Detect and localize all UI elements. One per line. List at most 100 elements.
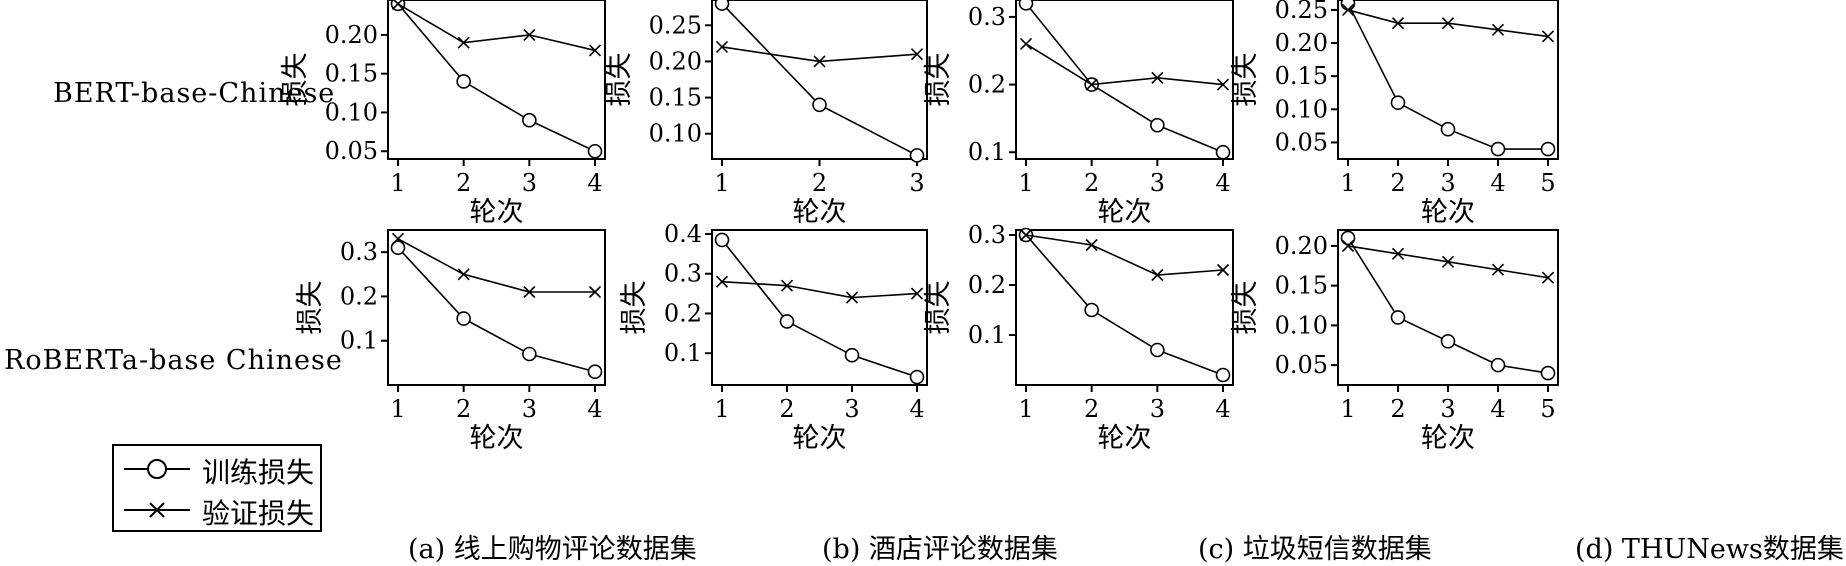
- y-axis-label: 损失: [619, 281, 650, 335]
- x-tick-label: 1: [714, 169, 729, 197]
- plot-frame: [1015, 0, 1234, 160]
- data-point-train: [779, 314, 795, 329]
- y-axis-label: 损失: [923, 53, 954, 107]
- data-point-val: [715, 275, 729, 288]
- data-point-val: [1541, 30, 1555, 43]
- series-line-train: [397, 247, 596, 373]
- data-point-val: [457, 268, 470, 281]
- x-tick-label: 1: [1018, 169, 1033, 197]
- y-axis-label: 损失: [923, 281, 954, 335]
- x-axis-label: 轮次: [470, 423, 524, 454]
- data-point-val: [1341, 3, 1355, 17]
- data-point-val: [910, 287, 924, 300]
- data-point-val: [780, 279, 794, 292]
- x-tick-label: 1: [1340, 395, 1355, 423]
- data-point-train: [1490, 357, 1506, 373]
- data-point-train: [714, 0, 730, 11]
- caption-d: (d) THUNews数据集: [1575, 534, 1844, 565]
- chart-panel-c-row1: 1 2 3 4 0.1 0.2 0.3 轮次 损失: [923, 0, 1234, 228]
- data-point-train: [456, 74, 471, 89]
- data-point-train: [1215, 367, 1231, 383]
- data-point-train: [1540, 365, 1556, 381]
- y-axis-label: 损失: [280, 53, 311, 107]
- x-tick-label: 2: [1390, 395, 1405, 423]
- data-point-val: [1216, 263, 1230, 277]
- x-tick-label: 2: [779, 395, 794, 423]
- caption-c: (c) 垃圾短信数据集: [1198, 534, 1432, 565]
- y-tick-label: 0.20: [1275, 232, 1328, 260]
- x-marker-stroke: [780, 279, 794, 292]
- data-point-train: [812, 97, 827, 113]
- data-point-train: [1490, 141, 1506, 157]
- plot-frame: [1337, 229, 1559, 386]
- x-tick-label: 4: [1490, 169, 1505, 197]
- data-point-train: [1150, 342, 1165, 358]
- plot-frame: [387, 229, 606, 386]
- chart-panel-b-row2: 1 2 3 4 0.1 0.2 0.3 0.4 轮次 损失: [619, 220, 928, 454]
- data-point-val: [523, 28, 536, 41]
- legend: 训练损失 验证损失: [112, 444, 322, 532]
- x-tick-label: 4: [587, 169, 602, 197]
- data-point-train: [1150, 117, 1165, 133]
- plot-frame: [711, 0, 928, 160]
- data-point-val: [1391, 17, 1405, 30]
- data-point-val: [1019, 228, 1033, 242]
- x-tick-label: 3: [1150, 395, 1165, 423]
- data-point-train: [1215, 144, 1231, 160]
- data-point-val: [457, 36, 470, 49]
- legend-item-val: 验证损失: [114, 489, 320, 530]
- x-axis-label: 轮次: [470, 197, 524, 228]
- legend-label-train: 训练损失: [202, 456, 315, 489]
- x-tick-label: 4: [1215, 395, 1230, 423]
- y-tick-label: 0.15: [649, 84, 702, 112]
- x-marker-stroke: [1491, 23, 1505, 36]
- series-line-val: [397, 3, 596, 52]
- x-marker-stroke: [1019, 228, 1033, 242]
- x-marker-stroke: [457, 36, 470, 49]
- series-line-train: [721, 239, 918, 378]
- y-tick-label: 0.10: [1275, 311, 1328, 339]
- x-marker-stroke: [1151, 268, 1164, 282]
- y-tick-label: 0.3: [968, 3, 1006, 31]
- x-marker-stroke: [1216, 263, 1230, 277]
- data-point-val: [715, 40, 729, 54]
- x-marker-stroke: [588, 44, 602, 57]
- y-tick-label: 0.05: [1275, 351, 1328, 379]
- data-point-val: [391, 0, 405, 10]
- x-marker-stroke: [715, 40, 729, 54]
- x-tick-label: 4: [587, 395, 602, 423]
- caption-b: (b) 酒店评论数据集: [822, 534, 1058, 565]
- x-axis-label: 轮次: [793, 423, 847, 454]
- data-point-val: [1151, 268, 1164, 282]
- y-tick-label: 0.05: [325, 137, 378, 165]
- data-point-val: [1019, 37, 1033, 51]
- data-point-val: [1541, 271, 1555, 284]
- data-point-val: [1151, 71, 1164, 84]
- chart-panel-d-row2: 1 2 3 4 5 0.05 0.10 0.15 0.20 轮次 损失: [1230, 229, 1559, 454]
- x-tick-label: 1: [1340, 169, 1355, 197]
- x-tick-label: 1: [390, 395, 405, 423]
- x-tick-label: 3: [522, 169, 537, 197]
- series-line-train: [1025, 234, 1224, 376]
- y-tick-label: 0.10: [325, 98, 378, 126]
- data-point-train: [844, 347, 860, 363]
- x-marker-stroke: [1441, 17, 1455, 30]
- data-point-val: [588, 44, 602, 57]
- x-tick-label: 4: [1490, 395, 1505, 423]
- row-label-bert: BERT-base-Chinese: [53, 78, 336, 109]
- legend-circle-marker-icon: [124, 459, 190, 479]
- series-line-val: [397, 238, 595, 293]
- y-tick-label: 0.2: [340, 282, 378, 310]
- plot-frame: [1015, 229, 1234, 386]
- series-line-train: [397, 3, 596, 152]
- y-tick-label: 0.10: [1275, 95, 1328, 123]
- data-point-val: [1341, 239, 1355, 252]
- x-axis-label: 轮次: [1098, 197, 1152, 228]
- x-tick-label: 2: [456, 169, 471, 197]
- x-marker-stroke: [391, 0, 404, 10]
- x-marker-stroke: [1085, 78, 1098, 91]
- y-tick-label: 0.20: [649, 47, 702, 75]
- x-marker-stroke: [715, 275, 729, 288]
- data-point-train: [909, 148, 925, 163]
